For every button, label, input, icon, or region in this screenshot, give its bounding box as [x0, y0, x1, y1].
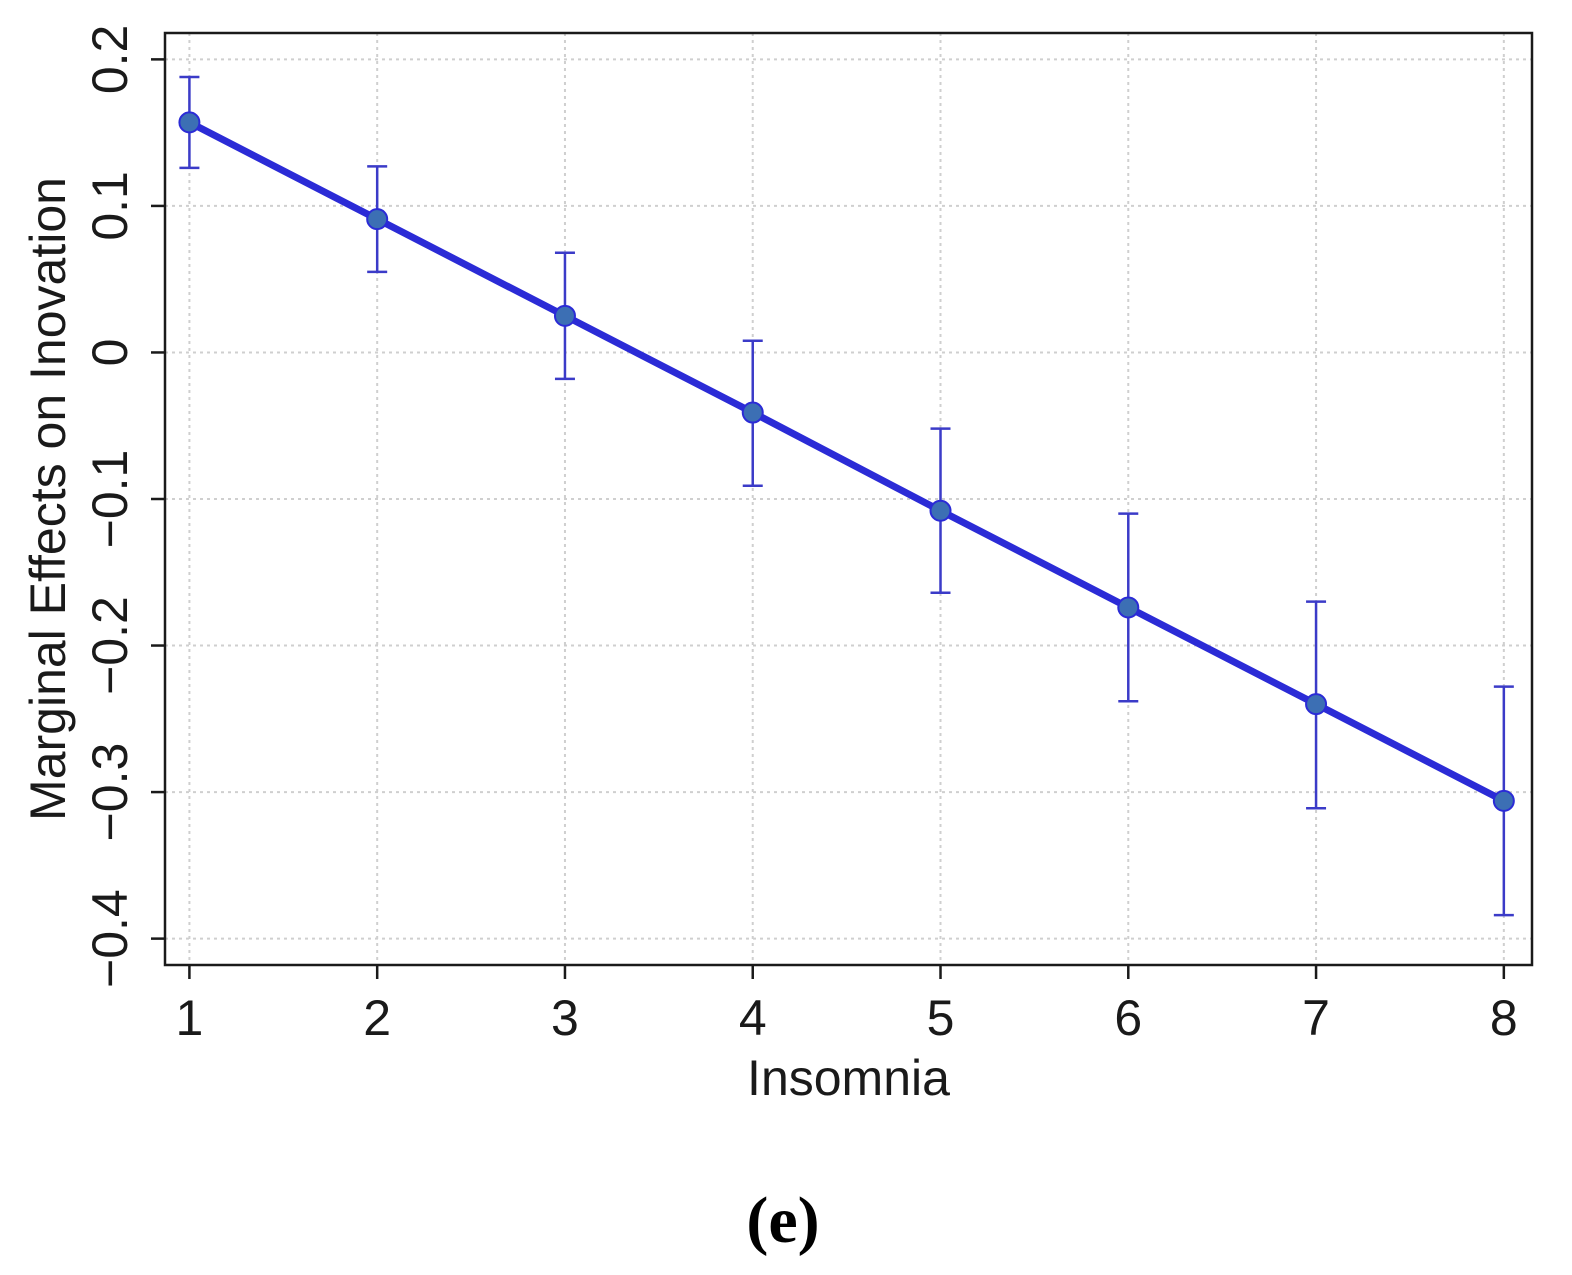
y-axis-title: Marginal Effects on Inovation — [20, 177, 76, 821]
y-tick-label-3: −0.2 — [82, 596, 138, 695]
y-ticks: −0.4 −0.3 −0.2 −0.1 0 0.1 0.2 — [82, 25, 165, 988]
y-tick-label-4: −0.1 — [82, 450, 138, 549]
error-bars — [179, 75, 1514, 917]
data-point-2 — [366, 208, 389, 231]
data-point-4 — [741, 401, 764, 424]
x-tick-label-3: 3 — [551, 990, 579, 1046]
x-tick-label-5: 5 — [927, 990, 955, 1046]
y-tick-label-7: 0.2 — [82, 25, 138, 95]
data-point-3 — [553, 304, 576, 327]
data-point-1 — [178, 111, 201, 134]
x-tick-label-2: 2 — [363, 990, 391, 1046]
x-tick-label-7: 7 — [1302, 990, 1330, 1046]
y-tick-label-5: 0 — [82, 339, 138, 367]
data-point-7 — [1305, 693, 1328, 716]
x-tick-label-8: 8 — [1490, 990, 1518, 1046]
grid — [165, 33, 1532, 965]
data-points — [178, 111, 1515, 812]
series-line-layer — [185, 118, 1508, 805]
x-axis-title: Insomnia — [747, 1050, 950, 1106]
data-point-6 — [1117, 596, 1140, 619]
data-point-5 — [929, 499, 952, 522]
x-tick-label-4: 4 — [739, 990, 767, 1046]
x-tick-label-1: 1 — [176, 990, 204, 1046]
y-tick-label-6: 0.1 — [82, 171, 138, 241]
panel-label: (e) — [746, 1184, 819, 1257]
y-tick-label-1: −0.4 — [82, 889, 138, 988]
x-ticks: 1 2 3 4 5 6 7 8 — [176, 965, 1518, 1046]
series-line — [185, 118, 1508, 805]
y-tick-label-2: −0.3 — [82, 743, 138, 842]
x-tick-label-6: 6 — [1114, 990, 1142, 1046]
data-point-8 — [1492, 789, 1515, 812]
